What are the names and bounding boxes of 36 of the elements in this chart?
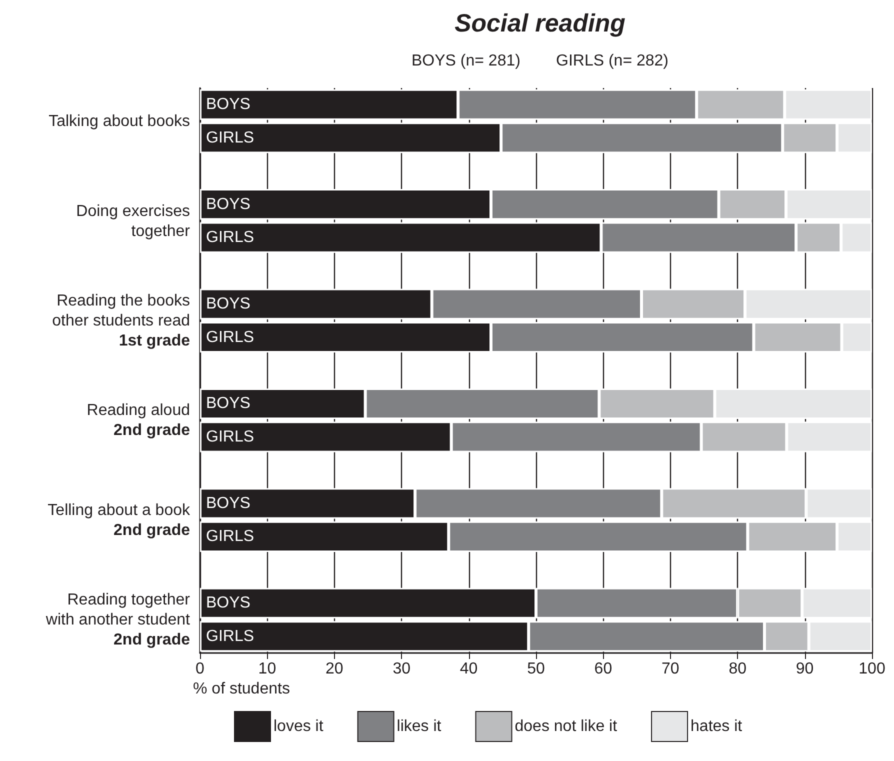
chart-subtitle: BOYS (n= 281) GIRLS (n= 282) (411, 52, 669, 70)
x-tick-label: 60 (594, 660, 612, 678)
data-label: GIRLS (206, 628, 254, 645)
legend-label: does not like it (514, 718, 618, 735)
x-tick-label: 80 (728, 660, 747, 678)
x-tick-label: 100 (858, 660, 886, 678)
y-tick-label: Reading together with another student 2nd grade (44, 592, 191, 649)
y-tick-label: Reading the books other students read 1st grade (52, 292, 190, 350)
y-tick-label: Doing exercises together (76, 202, 191, 240)
data-label: GIRLS (206, 229, 254, 246)
y-tick-label: Talking about books (48, 113, 190, 130)
y-tick-label: Reading aloud 2nd grade (86, 402, 190, 440)
data-label: GIRLS (206, 428, 254, 446)
data-label: BOYS (206, 196, 250, 213)
x-tick-label: 20 (326, 660, 344, 678)
legend-label: loves it (274, 718, 324, 735)
data-label: BOYS (206, 494, 250, 512)
x-tick-label: 30 (392, 660, 411, 678)
legend-label: likes it (396, 718, 442, 735)
x-tick-label: 10 (258, 660, 276, 678)
x-tick-label: 90 (796, 660, 814, 678)
x-tick-label: 70 (662, 660, 680, 678)
data-label: BOYS (206, 96, 250, 114)
data-label: BOYS (206, 395, 250, 412)
x-tick-label: 40 (460, 660, 478, 678)
data-label: GIRLS (206, 129, 254, 146)
chart-title: Social reading (454, 10, 626, 38)
data-label: BOYS (206, 594, 250, 612)
y-tick-label: Telling about a book 2nd grade (48, 502, 191, 539)
x-tick-label: 50 (527, 660, 545, 678)
data-label: GIRLS (206, 528, 254, 546)
x-tick-label: 0 (196, 660, 205, 678)
data-label: GIRLS (206, 328, 254, 346)
legend-label: hates it (690, 718, 743, 735)
x-axis-title: % of students (193, 680, 290, 698)
data-label: BOYS (206, 296, 250, 313)
